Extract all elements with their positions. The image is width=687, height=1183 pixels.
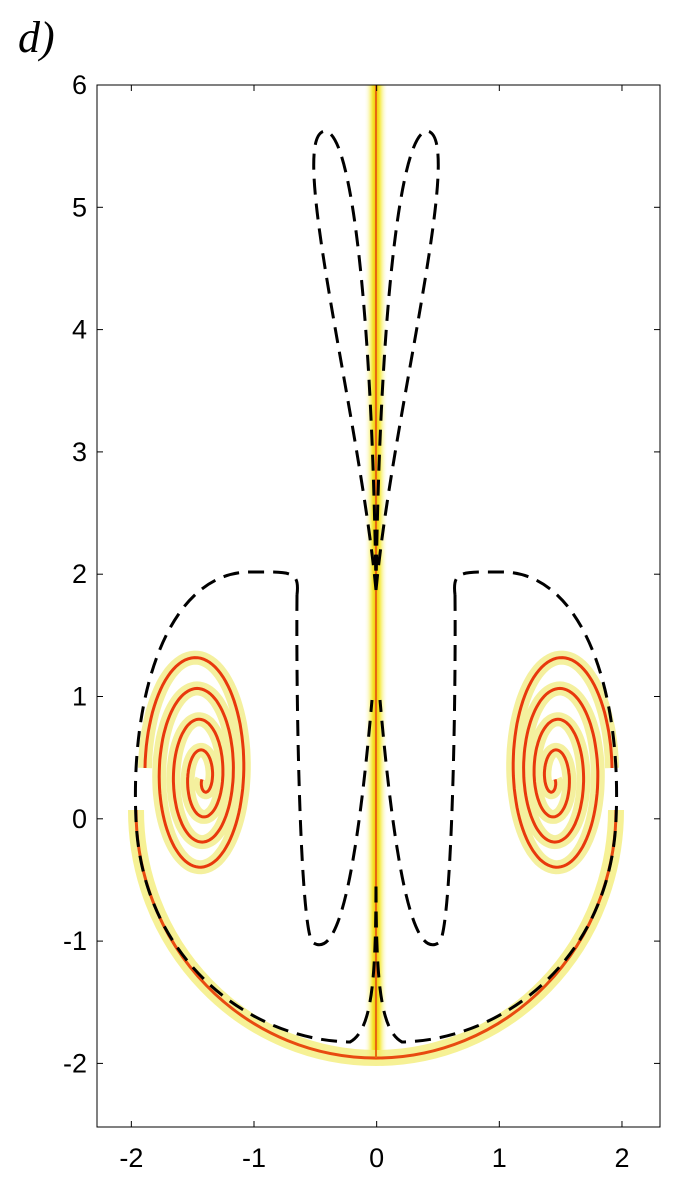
spiral [511,656,614,869]
plot-frame [96,84,661,1128]
streamline [378,594,457,947]
y-tick-label: 0 [72,804,87,834]
y-tick-label: -2 [63,1048,87,1078]
y-tick-label: -1 [63,926,87,956]
x-tick-label: -2 [119,1143,143,1173]
y-tick-label: 1 [72,682,87,712]
x-tick-label: -1 [242,1143,266,1173]
y-tick-label: 2 [72,559,87,589]
x-tick-label: 0 [369,1143,384,1173]
spiral [143,656,246,869]
chart-title: d) [18,13,55,62]
y-tick-label: 3 [72,437,87,467]
x-tick-label: 2 [614,1143,629,1173]
y-tick-label: 4 [72,315,87,345]
streamline [133,570,378,1044]
plot-area [128,85,624,1066]
streamline [312,129,378,591]
streamline [374,129,440,591]
streamline [295,594,374,947]
x-tick-label: 1 [492,1143,507,1173]
streamline [374,570,619,1044]
y-tick-label: 6 [72,70,87,100]
y-tick-label: 5 [72,192,87,222]
